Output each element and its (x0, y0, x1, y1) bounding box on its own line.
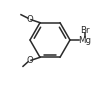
Text: Br: Br (80, 26, 90, 34)
Text: Mg: Mg (79, 36, 91, 44)
Text: O: O (27, 56, 33, 65)
Text: O: O (27, 15, 33, 24)
